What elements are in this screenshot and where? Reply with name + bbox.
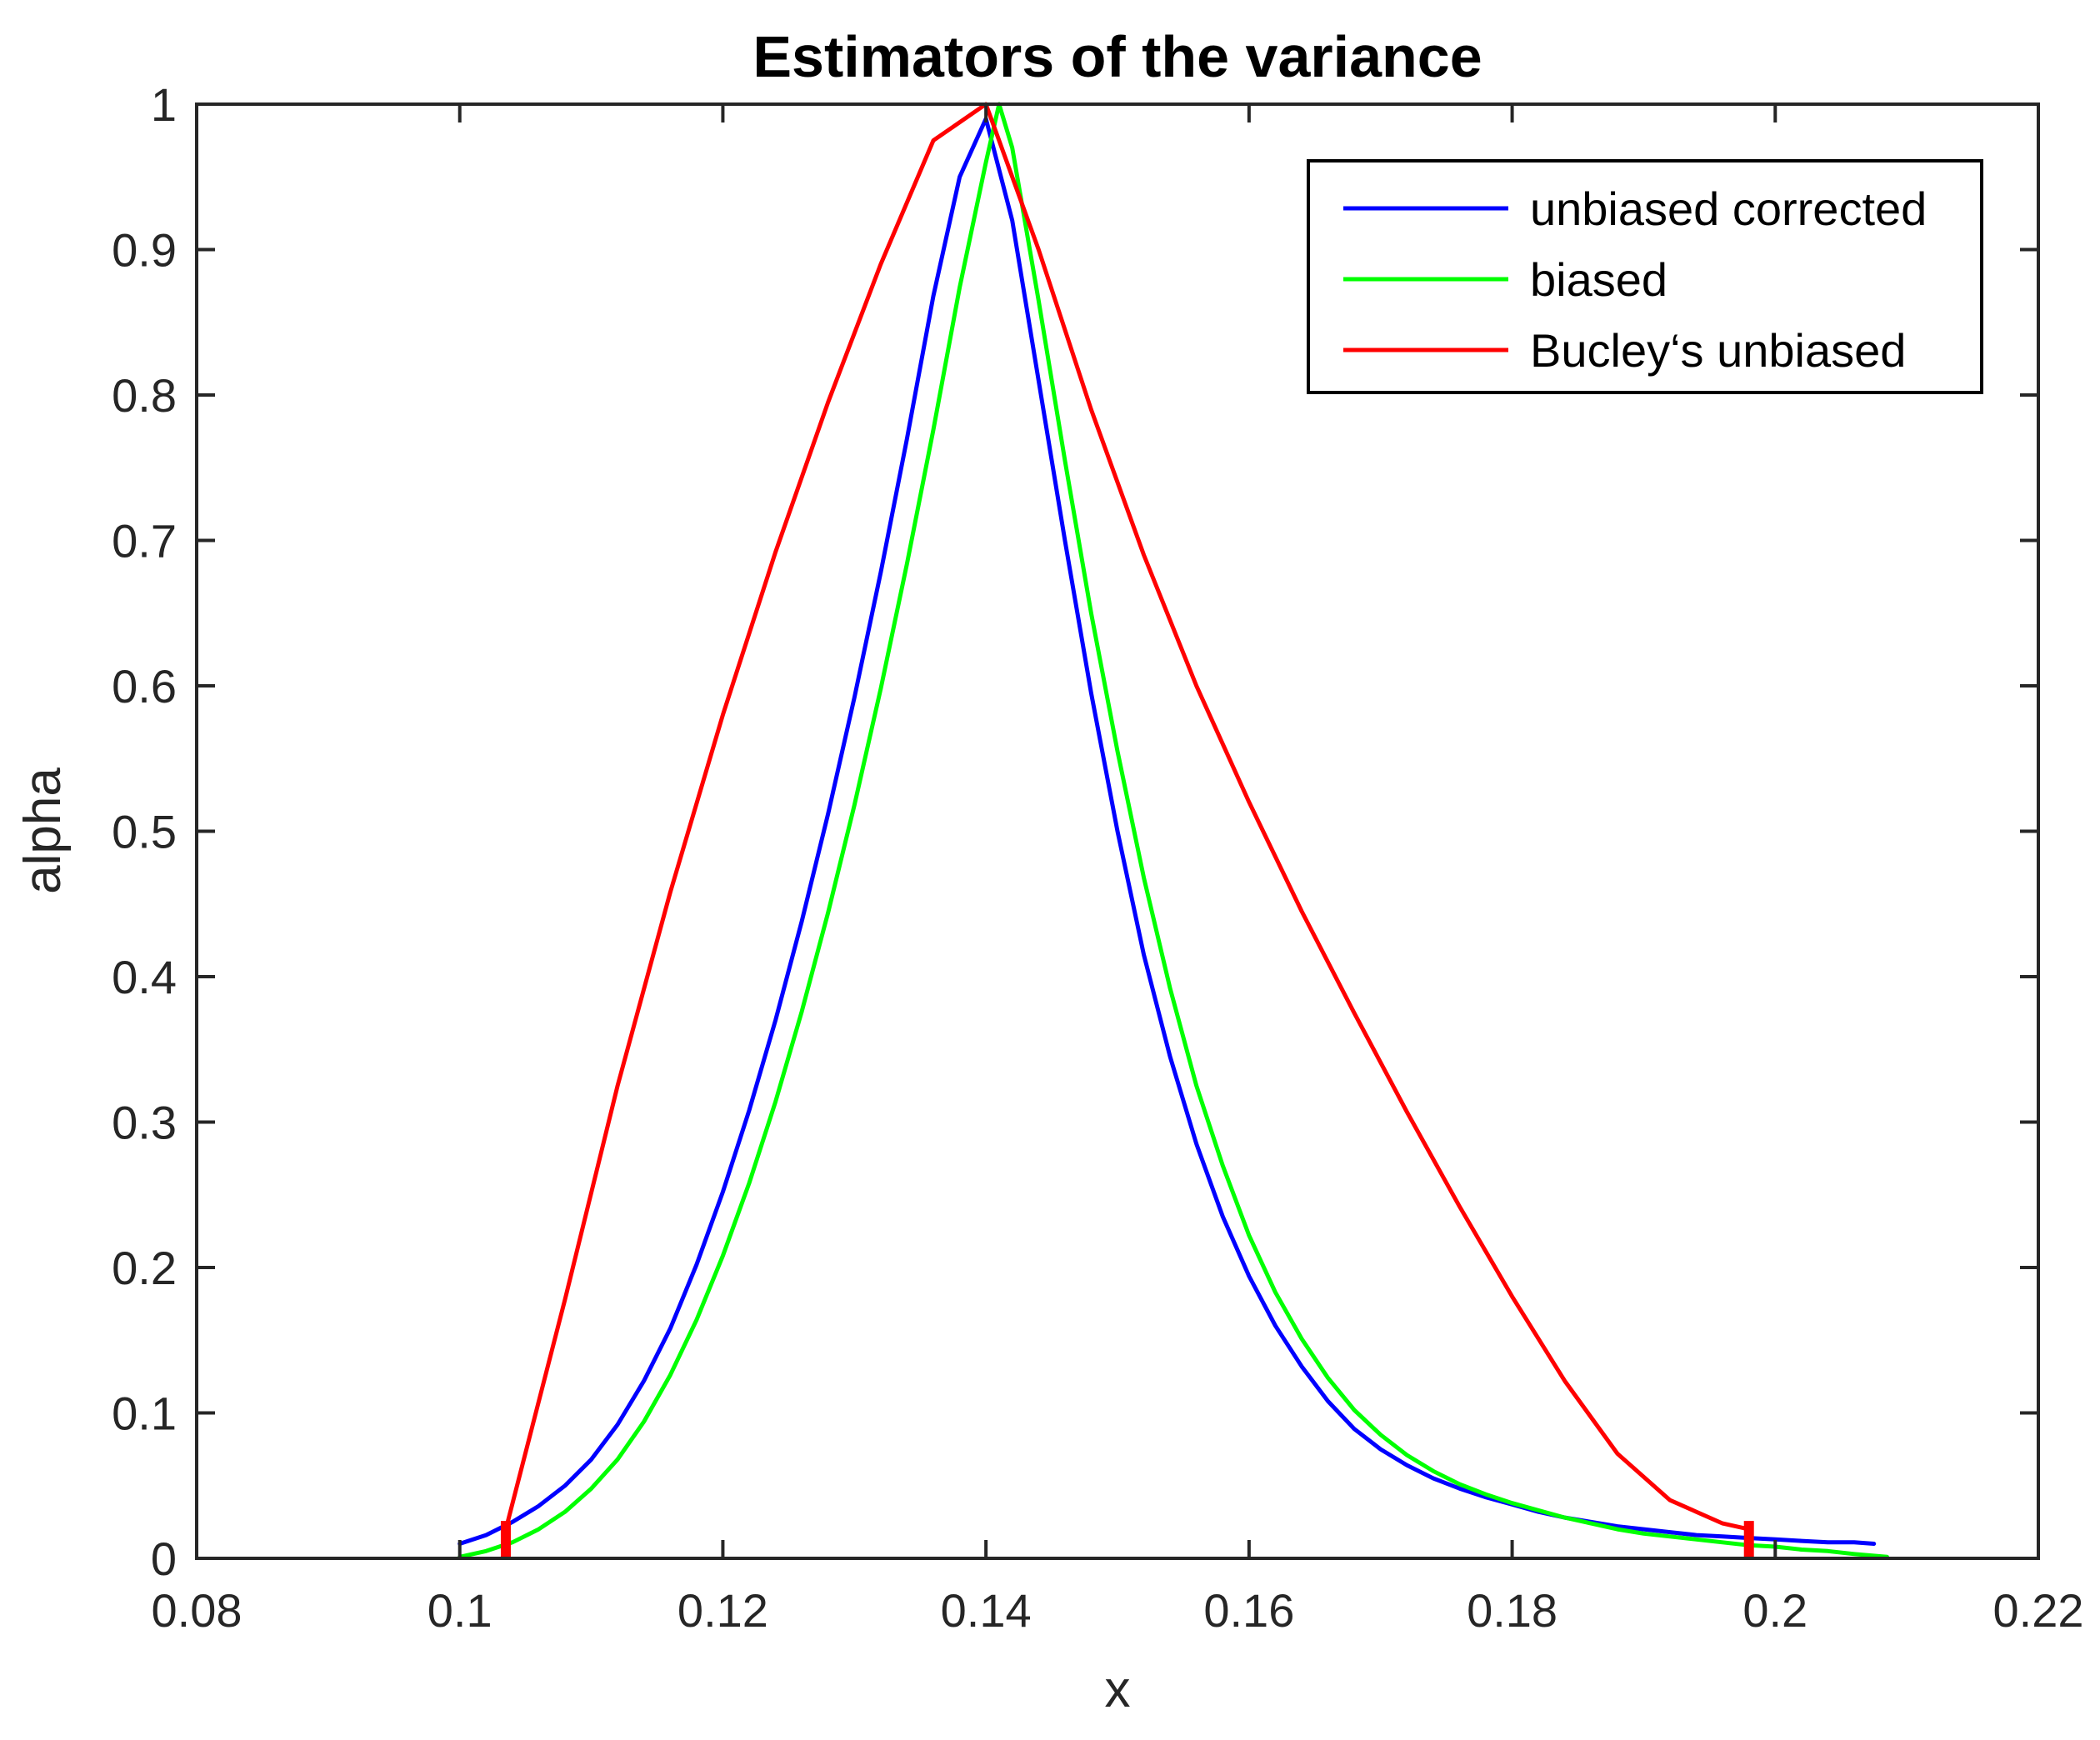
y-tick-label: 0.7 <box>112 515 177 568</box>
x-tick-label: 0.16 <box>1203 1584 1294 1637</box>
x-tick-label: 0.1 <box>428 1584 492 1637</box>
marker-layer <box>500 1521 1754 1558</box>
x-tick-label: 0.14 <box>941 1584 1032 1637</box>
x-tick-label: 0.08 <box>152 1584 242 1637</box>
y-tick-label: 0 <box>151 1532 177 1585</box>
tick-layer: 0.08 0.1 0.12 0.14 0.16 0.18 0.2 0.22 0 0.1 0.2 0.3… <box>112 78 2083 1637</box>
x-tick-label: 0.2 <box>1742 1584 1808 1637</box>
y-tick-label: 0.3 <box>112 1097 177 1149</box>
axes-box <box>195 102 2040 1560</box>
x-tick-label: 0.12 <box>678 1584 768 1637</box>
series-line-unbiased-corrected <box>458 117 1877 1546</box>
y-tick-label: 0.4 <box>112 951 177 1003</box>
y-tick-label: 0.2 <box>112 1242 177 1294</box>
legend-label-unbiased-corrected: unbiased corrected <box>1530 182 1927 235</box>
y-tick-label: 0.1 <box>112 1388 177 1440</box>
x-tick-label: 0.22 <box>1993 1584 2084 1637</box>
series-line-biased <box>458 102 1889 1559</box>
series-layer <box>458 102 1889 1559</box>
legend-box <box>1307 159 1983 394</box>
y-axis-title: alpha <box>14 768 72 894</box>
y-tick-label: 0.8 <box>112 369 177 422</box>
y-tick-label: 1 <box>151 78 177 131</box>
y-tick-label: 0.5 <box>112 806 177 858</box>
y-tick-label: 0.9 <box>112 224 177 277</box>
x-axis-title: x <box>1105 1661 1131 1718</box>
y-tick-label: 0.6 <box>112 660 177 712</box>
x-tick-label: 0.18 <box>1467 1584 1558 1637</box>
legend-label-biased: biased <box>1530 253 1668 306</box>
chart-title: Estimators of the variance <box>752 24 1482 89</box>
legend-label-buckleys-unbiased: Bucley‘s unbiased <box>1530 324 1906 377</box>
series-line-buckleys-unbiased <box>503 102 1752 1532</box>
legend: unbiased corrected biased Bucley‘s unbia… <box>1307 159 1983 394</box>
